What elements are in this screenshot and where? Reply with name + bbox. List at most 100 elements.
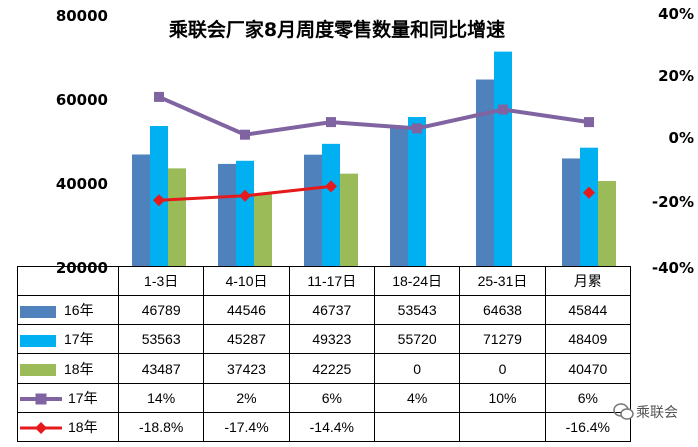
bar: [476, 79, 494, 267]
data-label: 49323: [288, 324, 375, 355]
data-label: 55720: [373, 324, 461, 355]
right-axis: -40% -20% 0% 20% 40%: [652, 5, 694, 277]
bar: [168, 168, 186, 267]
legend-swatch: [20, 305, 56, 318]
line-point: [240, 129, 250, 140]
bar: [598, 181, 616, 267]
category-label: 18-24日: [373, 265, 461, 297]
bar: [408, 116, 426, 267]
data-label: 46737: [288, 295, 375, 326]
watermark: 乘联会: [612, 398, 694, 426]
data-label: -18.8%: [117, 411, 205, 443]
legend-line-key: [20, 393, 62, 405]
table-row-line-17: 17年 14% 2% 6% 4% 10% 6%: [17, 382, 632, 413]
data-label: 0: [459, 353, 546, 384]
bar: [304, 154, 322, 267]
data-label: 48409: [544, 324, 632, 355]
legend-label: 18年: [68, 418, 98, 435]
bar: [390, 126, 408, 267]
right-tick: 40%: [658, 5, 694, 23]
data-label: 64638: [459, 295, 546, 326]
left-tick: 60000: [56, 91, 108, 109]
bar: [562, 158, 580, 267]
table-row-bar-18: 18年 43487 37423 42225 0 0 40470: [17, 353, 632, 384]
left-tick: 40000: [56, 175, 108, 193]
legend-line-key: [20, 422, 62, 435]
right-tick: -20%: [652, 193, 694, 211]
data-label: 0: [373, 353, 461, 384]
line-point: [498, 104, 508, 115]
data-label: 42225: [288, 353, 375, 384]
line-point: [325, 180, 337, 193]
legend-swatch: [20, 334, 56, 347]
line-point: [239, 189, 251, 202]
table-row-bar-17: 17年 53563 45287 49323 55720 71279 48409: [17, 324, 632, 355]
data-label: 14%: [117, 382, 205, 413]
right-tick: 20%: [658, 67, 694, 85]
legend-cell: 18年: [17, 353, 119, 384]
watermark-label: 乘联会: [636, 405, 678, 421]
legend-label: 17年: [64, 331, 94, 348]
legend-cell: 17年: [17, 382, 119, 413]
chart-title: 乘联会厂家8月周度零售数量和同比增速: [168, 18, 505, 41]
data-label: 40470: [544, 353, 632, 384]
data-label: -14.4%: [288, 411, 375, 443]
line-point: [584, 117, 594, 128]
category-label: 11-17日: [288, 265, 375, 297]
legend-label: 16年: [64, 302, 94, 319]
data-label: [373, 411, 461, 443]
data-label: 10%: [459, 382, 546, 413]
bar: [218, 163, 236, 267]
data-label: 6%: [288, 382, 375, 413]
right-tick: 0%: [669, 129, 694, 147]
category-label: 4-10日: [203, 265, 290, 297]
bar: [322, 143, 340, 267]
data-label: 53543: [373, 295, 461, 326]
bar: [580, 147, 598, 267]
data-label: 2%: [203, 382, 290, 413]
legend-cell: 18年: [17, 411, 119, 443]
legend-label: 18年: [64, 360, 94, 377]
bars-layer: [132, 51, 616, 267]
left-tick: 80000: [56, 7, 108, 25]
data-label: 6%: [544, 382, 632, 413]
bar: [254, 193, 272, 267]
data-label: 71279: [459, 324, 546, 355]
legend-cell: 17年: [17, 324, 119, 355]
data-label: -17.4%: [203, 411, 290, 443]
data-label: 44546: [203, 295, 290, 326]
left-axis: 20000 40000 60000 80000: [56, 7, 108, 277]
data-label: [459, 411, 546, 443]
line-point: [583, 186, 595, 199]
data-label: 45287: [203, 324, 290, 355]
lines-layer: [153, 91, 595, 207]
data-label: -16.4%: [544, 411, 632, 443]
data-label: 46789: [117, 295, 205, 326]
line-point: [412, 123, 422, 134]
data-label: 37423: [203, 353, 290, 384]
chat-bubbles-icon: [613, 403, 634, 420]
line-point: [153, 194, 165, 207]
bar: [494, 51, 512, 267]
table-corner-cell: [17, 265, 119, 297]
data-label: 53563: [117, 324, 205, 355]
bar: [236, 160, 254, 267]
category-label: 月累: [544, 265, 632, 297]
legend-label: 17年: [68, 389, 98, 406]
data-label: 45844: [544, 295, 632, 326]
data-label: 4%: [373, 382, 461, 413]
bar: [132, 154, 150, 267]
data-table: 1-3日 4-10日 11-17日 18-24日 25-31日 月累 16年 4…: [17, 265, 632, 443]
right-tick: -40%: [652, 259, 694, 277]
table-header-row: 1-3日 4-10日 11-17日 18-24日 25-31日 月累: [17, 265, 632, 297]
category-label: 1-3日: [117, 265, 205, 297]
legend-cell: 16年: [17, 295, 119, 326]
data-label: 43487: [117, 353, 205, 384]
category-label: 25-31日: [459, 265, 546, 297]
table-row-line-18: 18年 -18.8% -17.4% -14.4% -16.4%: [17, 411, 632, 443]
line-point: [154, 91, 164, 102]
table-row-bar-16: 16年 46789 44546 46737 53543 64638 45844: [17, 295, 632, 326]
line-point: [326, 117, 336, 128]
